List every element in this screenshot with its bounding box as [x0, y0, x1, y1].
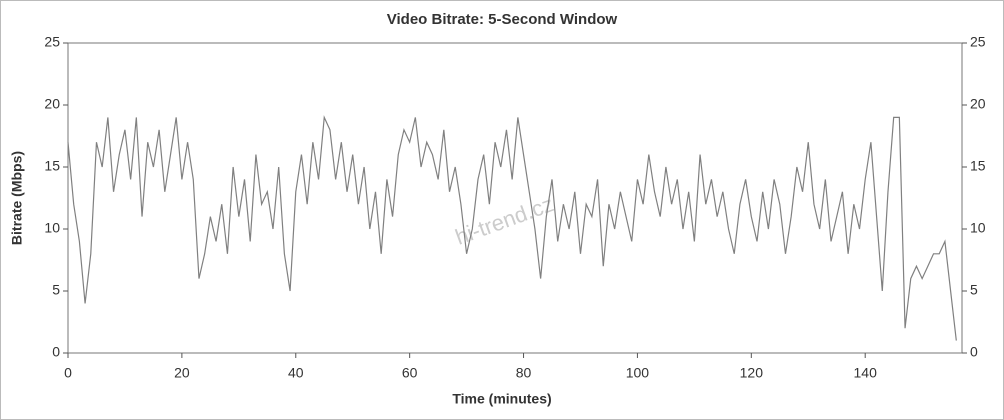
data-line — [67, 115, 957, 341]
y-tick-label: 25 — [44, 34, 60, 50]
x-tick-label: 40 — [288, 365, 304, 381]
plot-area — [67, 42, 963, 354]
y-tick-label: 15 — [44, 158, 60, 174]
y2-tick-label: 5 — [970, 282, 978, 298]
y2-tick-label: 0 — [970, 344, 978, 360]
x-tick-label: 140 — [854, 365, 878, 381]
y2-tick-label: 15 — [970, 158, 986, 174]
y2-tick-label: 25 — [970, 34, 986, 50]
x-tick-label: 100 — [626, 365, 650, 381]
y-tick-label: 20 — [44, 96, 60, 112]
x-tick-label: 60 — [402, 365, 418, 381]
x-axis-label: Time (minutes) — [452, 391, 551, 407]
x-tick-label: 0 — [64, 365, 72, 381]
x-tick-label: 120 — [740, 365, 764, 381]
y-tick-label: 10 — [44, 220, 60, 236]
x-tick-label: 80 — [516, 365, 532, 381]
x-tick-label: 20 — [174, 365, 190, 381]
y2-tick-label: 10 — [970, 220, 986, 236]
y-tick-label: 0 — [52, 344, 60, 360]
chart-title: Video Bitrate: 5-Second Window — [387, 11, 618, 28]
y-tick-label: 5 — [52, 282, 60, 298]
y2-tick-label: 20 — [970, 96, 986, 112]
y-axis-label: Bitrate (Mbps) — [9, 151, 25, 245]
